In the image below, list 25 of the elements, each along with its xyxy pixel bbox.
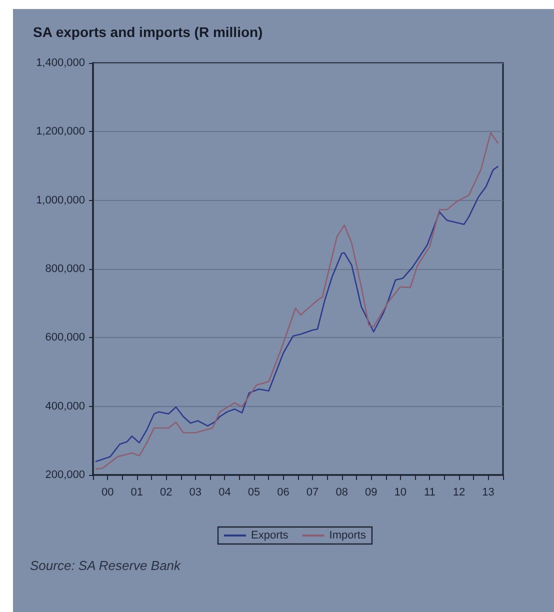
y-tick-label: 600,000 [45, 332, 85, 344]
x-tick-label: 10 [394, 486, 407, 498]
legend-label: Exports [251, 530, 289, 542]
x-tick-label: 08 [336, 486, 348, 498]
y-tick-label: 400,000 [45, 400, 85, 412]
x-tick-label: 01 [130, 486, 143, 498]
x-tick-label: 12 [452, 486, 466, 498]
chart-title: SA exports and imports (R million) [33, 24, 263, 40]
x-tick-label: 02 [160, 486, 172, 498]
y-tick-label: 1,200,000 [36, 126, 85, 138]
x-tick-label: 06 [277, 486, 290, 498]
x-tick-label: 09 [364, 486, 378, 498]
source-note: Source: SA Reserve Bank [30, 558, 182, 573]
x-tick-label: 11 [424, 486, 436, 498]
y-tick-label: 800,000 [45, 263, 85, 275]
x-tick-label: 13 [482, 486, 494, 498]
x-tick-label: 05 [248, 486, 260, 498]
x-tick-label: 07 [306, 486, 319, 498]
y-tick-label: 200,000 [45, 469, 85, 481]
x-tick-label: 00 [101, 486, 114, 498]
y-tick-label: 1,000,000 [36, 194, 85, 206]
legend-label: Imports [329, 530, 366, 542]
y-tick-label: 1,400,000 [36, 57, 85, 69]
x-tick-label: 03 [189, 486, 202, 498]
x-tick-label: 04 [218, 486, 231, 498]
